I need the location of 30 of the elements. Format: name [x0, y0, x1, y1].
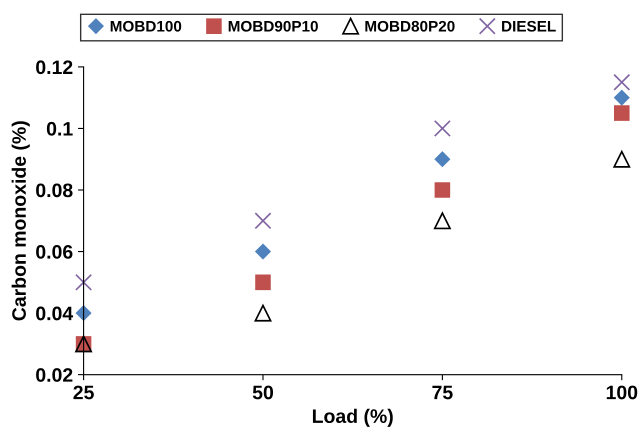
point [76, 305, 92, 321]
point [434, 120, 451, 137]
point [434, 182, 450, 198]
y-tick-label: 0.08 [36, 183, 73, 198]
point [75, 274, 92, 291]
x-tick-label: 75 [432, 386, 453, 400]
x-tick-label: 50 [252, 386, 274, 400]
y-tick-label: 0.02 [36, 368, 72, 382]
legend-label: MOBD100 [110, 20, 182, 32]
x-tick-label: 25 [73, 386, 94, 400]
legend-label: DIESEL [502, 20, 556, 32]
point [613, 150, 630, 168]
x-axis-title: Load (%) [312, 408, 393, 427]
y-axis-title: Carbon monoxide (%) [12, 121, 30, 320]
legend-label: MOBD90P10 [228, 20, 318, 32]
point [434, 212, 451, 230]
legend-label: MOBD80P20 [365, 20, 455, 32]
point [255, 274, 271, 290]
point [614, 90, 630, 106]
y-tick-label: 0.12 [36, 60, 72, 74]
point [255, 244, 271, 260]
y-tick-label: 0.1 [46, 122, 73, 136]
y-tick-label: 0.06 [36, 245, 72, 259]
point [434, 152, 450, 167]
point [613, 74, 630, 91]
y-tick-label: 0.04 [36, 306, 74, 320]
point [254, 212, 272, 230]
point [614, 105, 630, 121]
point [254, 304, 272, 322]
x-tick-label: 100 [606, 386, 638, 400]
